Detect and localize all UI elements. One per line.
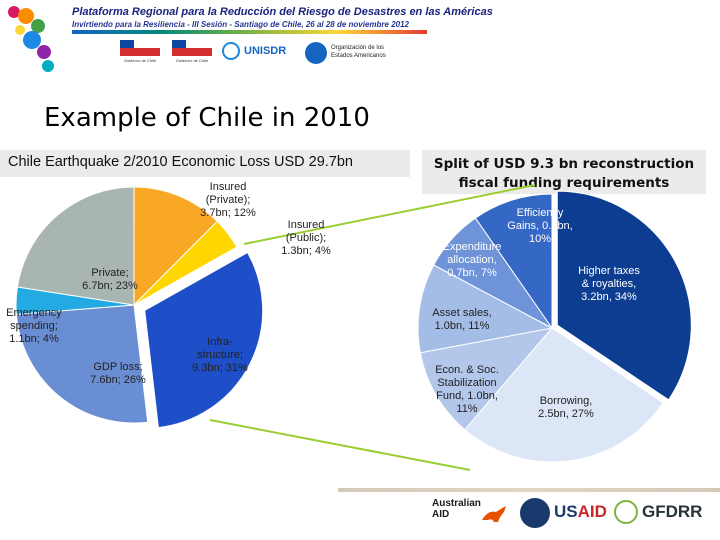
right-chart-title-line: fiscal funding requirements	[458, 175, 670, 191]
loss-pie-slice-label-line: structure;	[197, 349, 243, 361]
funding-pie-slice-label-line: Gains, 0.9bn,	[507, 220, 572, 232]
funding-pie-slice-label-line: Higher taxes	[578, 265, 640, 277]
oea-seal-icon	[305, 42, 327, 64]
loss-pie-slice-label-line: Infra-	[207, 336, 233, 348]
flag-red-bar	[120, 48, 160, 56]
funding-pie-slice-label-line: 3.2bn, 34%	[581, 291, 637, 303]
connector-line	[209, 419, 471, 471]
loss-pie-slice-label-line: Private;	[91, 267, 128, 279]
gfdrr-name: GFDRR	[642, 502, 703, 521]
usaid-logo: USAID	[520, 496, 612, 536]
funding-pie-slice	[419, 327, 554, 431]
banner-stripe	[72, 30, 427, 34]
funding-pie-slice-label-line: Borrowing,	[540, 395, 593, 407]
loss-pie-slice-label: GDP loss; 7.6bn; 26%	[90, 361, 146, 386]
funding-pie-slice-label-line: 0.7bn, 7%	[447, 267, 497, 279]
loss-pie-slice-label: Private; 6.7bn; 23%	[82, 267, 138, 292]
loss-pie-slice-label-line: Emergency	[6, 307, 62, 319]
footer-divider	[338, 488, 720, 492]
oea-name: Organización de los Estados Americanos	[331, 45, 386, 59]
globe-icon	[614, 500, 638, 524]
loss-pie-slice-label-line: Insured	[288, 219, 325, 231]
loss-pie-slice-label-line: spending;	[10, 320, 58, 332]
funding-pie-slice-label: Borrowing, 2.5bn, 27%	[538, 395, 594, 420]
kangaroo-icon	[482, 506, 506, 522]
government-logo: Gobierno de Chile	[120, 40, 160, 70]
loss-pie-slice-label: Insured (Public); 1.3bn; 4%	[281, 219, 331, 257]
funding-pie-slice-label-line: 11%	[456, 403, 477, 415]
usaid-name: USAID	[554, 502, 607, 522]
funding-pie-slice-label-line: 1.0bn, 11%	[435, 320, 490, 332]
gfdrr-logo: GFDRR	[614, 496, 720, 536]
funding-pie-slice	[417, 264, 554, 354]
loss-pie-slice-label-line: 1.3bn; 4%	[281, 245, 331, 257]
flag-blue-block	[120, 40, 134, 48]
loss-pie-slice-label-line: 6.7bn; 23%	[82, 280, 138, 292]
funding-pie-slice-label-line: 10%	[529, 233, 551, 245]
event-banner: Plataforma Regional para la Reducción de…	[0, 0, 720, 78]
loss-pie-slice	[133, 186, 218, 307]
flag-blue-block	[172, 40, 186, 48]
australian-aid-logo: Australian AID	[432, 496, 514, 536]
loss-pie-slice-label-line: (Private);	[206, 194, 251, 206]
funding-pie-slice	[464, 327, 664, 463]
loss-pie-slice-label: Emergency spending; 1.1bn; 4%	[6, 307, 62, 345]
funding-pie-slice-label: Efficiency Gains, 0.9bn, 10%	[507, 207, 572, 245]
funding-pie-slice-label-line: allocation,	[447, 254, 497, 266]
connector-line	[243, 184, 536, 245]
government-name: Gobierno de Chile	[175, 58, 209, 63]
unisdr-logo: UNISDR	[222, 42, 297, 64]
loss-pie-slice-label-line: 3.7bn; 12%	[200, 207, 256, 219]
usaid-name-us: US	[554, 502, 578, 521]
loss-pie-slice	[133, 220, 238, 306]
funding-pie-slice-label-line: & royalties,	[582, 278, 636, 290]
loss-pie-slice	[144, 251, 264, 429]
loss-pie-slice-label-line: 7.6bn; 26%	[90, 374, 146, 386]
funding-pie-slice-label-line: Expenditure	[443, 241, 502, 253]
right-chart-title-box: Split of USD 9.3 bn reconstruction fisca…	[422, 150, 706, 194]
funding-pie-slice-label-line: Efficiency	[517, 207, 564, 219]
funding-pie-slice	[474, 193, 553, 330]
funding-pie-slice-label-line: Fund, 1.0bn,	[436, 390, 498, 402]
loss-pie-slice-label-line: Insured	[210, 181, 247, 193]
oea-logo: Organización de los Estados Americanos	[305, 42, 395, 68]
loss-pie-slice	[15, 304, 149, 424]
aid-name-line: AID	[432, 509, 450, 520]
funding-pie-slice-label: Asset sales, 1.0bn, 11%	[432, 307, 491, 332]
funding-pie-slice-label-line: Asset sales,	[432, 307, 491, 319]
loss-pie-slice-label: Infra-structure; 9.3bn; 31%	[192, 336, 248, 374]
usaid-name-aid: AID	[577, 502, 607, 521]
australian-aid-name: Australian AID	[432, 498, 481, 520]
un-emblem-icon	[222, 42, 240, 60]
loss-pie-slice-label-line: GDP loss;	[93, 361, 142, 373]
left-chart-title: Chile Earthquake 2/2010 Economic Loss US…	[8, 154, 353, 170]
funding-pie-slice-label-line: Stabilization	[437, 377, 496, 389]
funding-pie-slice-label: Econ. & Soc. Stabilization Fund, 1.0bn, 11%	[435, 364, 499, 415]
loss-pie-slice	[16, 186, 135, 306]
usaid-seal-icon	[520, 498, 550, 528]
loss-pie-slice-label-line: (Public);	[286, 232, 326, 244]
slide-title: Example of Chile in 2010	[44, 103, 370, 133]
government-name: Gobierno de Chile	[123, 58, 157, 63]
funding-pie-slice-label-line: 2.5bn, 27%	[538, 408, 594, 420]
loss-pie-slice-label-line: 1.1bn; 4%	[9, 333, 59, 345]
right-chart-title-line: Split of USD 9.3 bn reconstruction	[433, 156, 695, 172]
loss-pie-slice-label: Insured (Private); 3.7bn; 12%	[200, 181, 256, 219]
banner-subtitle: Invirtiendo para la Resiliencia - III Se…	[72, 20, 410, 29]
funding-pie-slice-label: Higher taxes & royalties, 3.2bn, 34%	[578, 265, 640, 303]
funding-pie-slice	[556, 190, 692, 401]
government-logo: Gobierno de Chile	[172, 40, 212, 70]
left-chart-title-box: Chile Earthquake 2/2010 Economic Loss US…	[0, 150, 410, 177]
funding-pie-slice-label: Expenditure allocation, 0.7bn, 7%	[443, 241, 502, 279]
unisdr-name: UNISDR	[244, 45, 287, 57]
americas-map-graphic	[8, 6, 54, 72]
funding-pie-slice-label-line: Econ. & Soc.	[435, 364, 499, 376]
aid-name-line: Australian	[432, 498, 481, 509]
banner-title: Plataforma Regional para la Reducción de…	[72, 6, 493, 18]
loss-pie-slice-label-line: 9.3bn; 31%	[192, 362, 248, 374]
flag-red-bar	[172, 48, 212, 56]
